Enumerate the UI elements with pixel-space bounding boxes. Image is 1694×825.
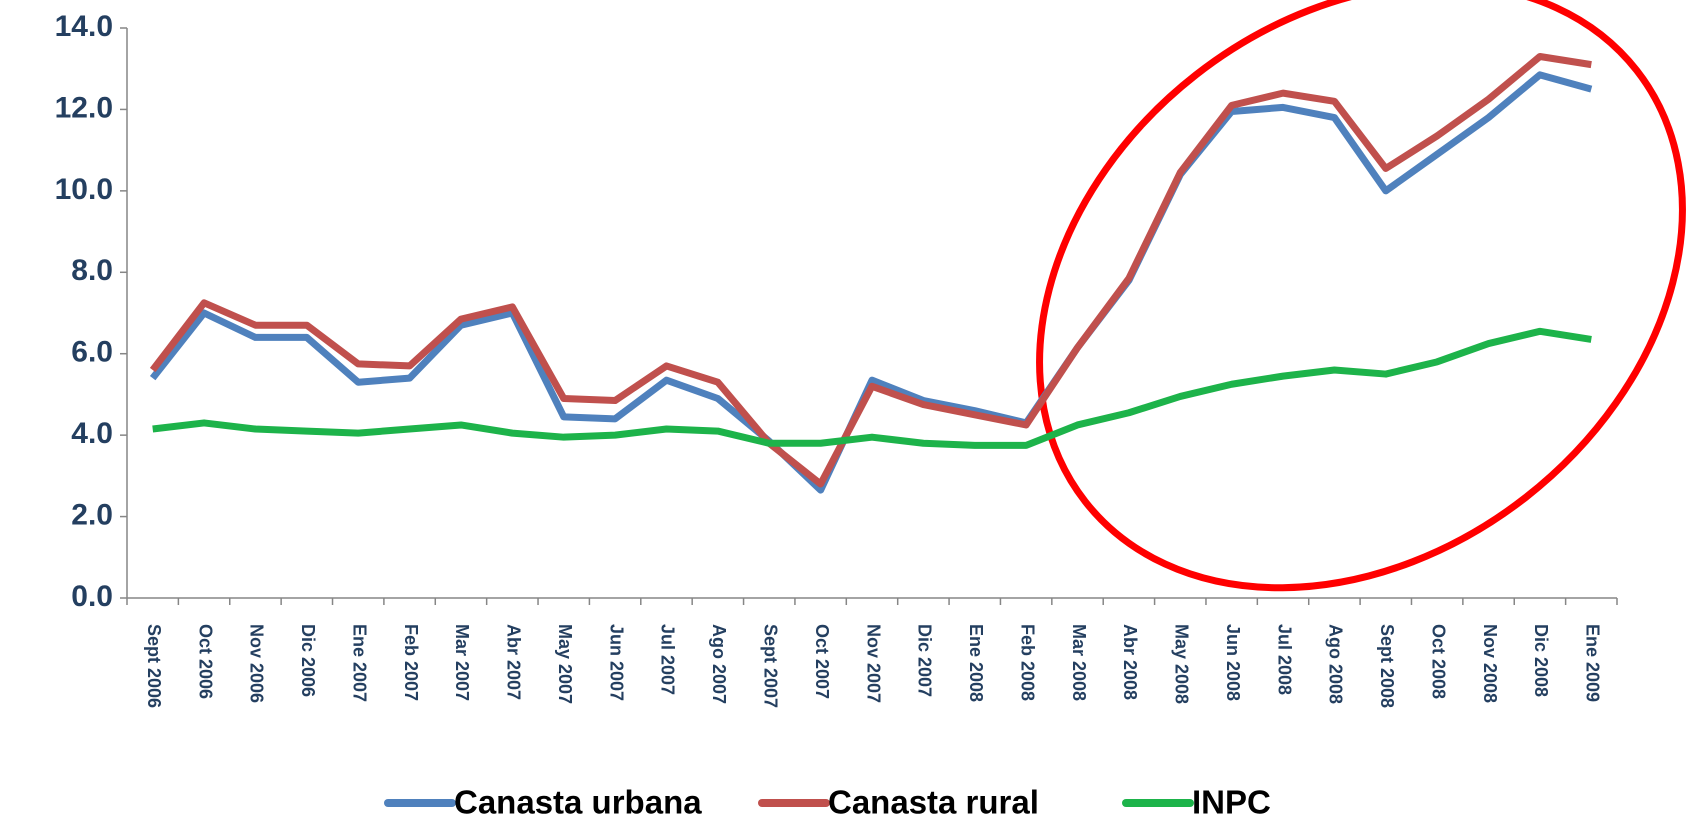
x-tick-label: Mar 2008 [1069, 624, 1089, 701]
x-tick-label: Abr 2008 [1120, 624, 1140, 700]
legend-label: Canasta urbana [454, 784, 702, 821]
series-line [149, 71, 1593, 494]
series-line [152, 327, 1592, 449]
x-tick-label: Ago 2007 [709, 624, 729, 704]
x-tick-label: Jun 2008 [1223, 624, 1243, 701]
x-tick-label: Dic 2007 [915, 624, 935, 697]
y-tick-label: 0.0 [71, 580, 113, 613]
y-tick-label: 10.0 [55, 173, 113, 206]
x-tick-label: Jul 2008 [1274, 624, 1294, 695]
x-tick-label: Oct 2008 [1428, 624, 1448, 699]
x-tick-label: Mar 2007 [452, 624, 472, 701]
x-tick-label: Sept 2007 [760, 624, 780, 708]
x-tick-label: Feb 2008 [1017, 624, 1037, 701]
x-tick-label: May 2007 [555, 624, 575, 704]
series-line [149, 53, 1592, 488]
x-tick-label: Sept 2006 [144, 624, 164, 708]
x-tick-label: Ago 2008 [1326, 624, 1346, 704]
y-tick-label: 8.0 [71, 254, 113, 287]
legend-label: INPC [1192, 784, 1271, 821]
x-tick-label: Feb 2007 [401, 624, 421, 701]
y-tick-label: 4.0 [71, 417, 113, 450]
x-tick-label: Ene 2007 [349, 624, 369, 702]
y-tick-label: 12.0 [55, 91, 113, 124]
x-tick-label: Jun 2007 [606, 624, 626, 701]
x-tick-label: Nov 2006 [247, 624, 267, 703]
y-tick-label: 6.0 [71, 336, 113, 369]
x-tick-label: Oct 2007 [812, 624, 832, 699]
legend-label: Canasta rural [828, 784, 1039, 821]
x-tick-label: Sept 2008 [1377, 624, 1397, 708]
x-tick-label: Nov 2007 [863, 624, 883, 703]
x-tick-label: May 2008 [1172, 624, 1192, 704]
x-tick-label: Abr 2007 [504, 624, 524, 700]
y-tick-label: 14.0 [55, 10, 113, 43]
x-tick-label: Ene 2009 [1583, 624, 1603, 702]
x-tick-label: Dic 2008 [1531, 624, 1551, 697]
x-tick-label: Ene 2008 [966, 624, 986, 702]
x-tick-label: Oct 2006 [195, 624, 215, 699]
y-tick-label: 2.0 [71, 498, 113, 531]
highlight-ellipse [1036, 0, 1686, 592]
x-tick-label: Dic 2006 [298, 624, 318, 697]
x-tick-label: Nov 2008 [1480, 624, 1500, 703]
x-tick-label: Jul 2007 [658, 624, 678, 695]
